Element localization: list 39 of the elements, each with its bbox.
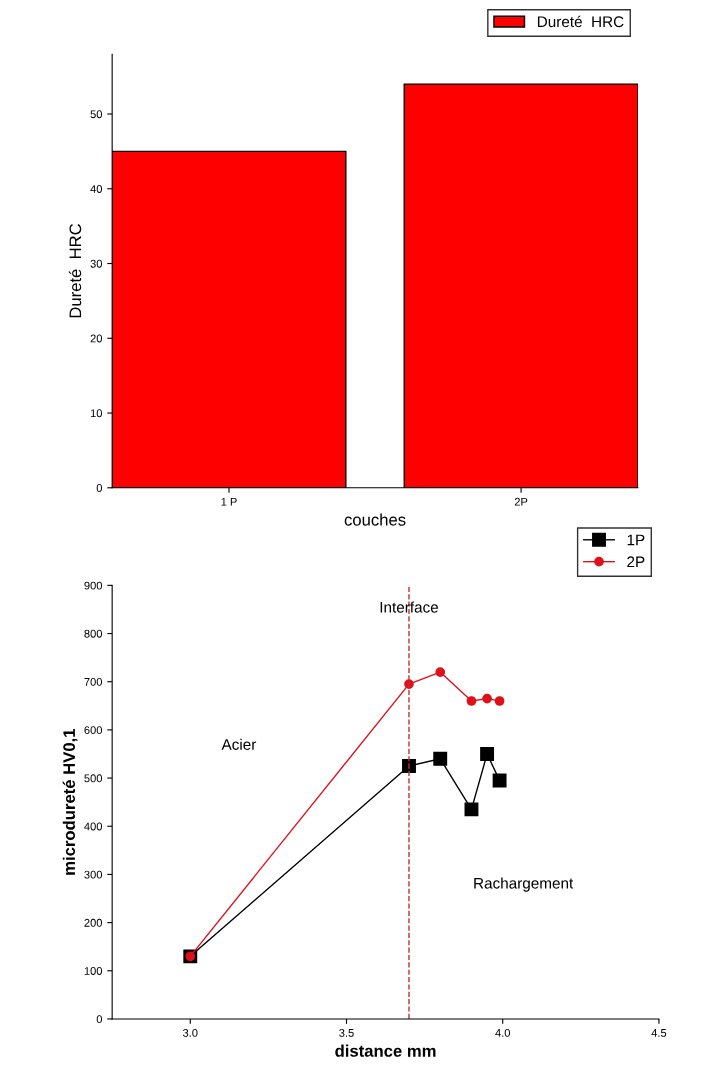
y-tick-label: 700 xyxy=(84,677,103,686)
point xyxy=(480,747,495,761)
y-tick-label: 500 xyxy=(84,774,103,783)
x-axis-title: distance mm xyxy=(335,1044,436,1057)
x-tick-label: 1 P xyxy=(221,497,237,506)
point xyxy=(464,802,479,817)
y-tick-label: 400 xyxy=(84,822,103,831)
y-tick-label: 100 xyxy=(84,967,103,975)
y-tick-label: 10 xyxy=(90,409,102,418)
y-tick-label: 50 xyxy=(90,110,102,119)
y-tick-label: 40 xyxy=(90,185,102,193)
ref-line-label: Interface xyxy=(380,601,439,613)
y-tick-label: 800 xyxy=(84,629,103,638)
y-tick-label: 30 xyxy=(90,259,102,268)
point xyxy=(433,751,448,766)
x-tick-label: 3.5 xyxy=(339,1028,354,1037)
y-tick-label: 20 xyxy=(90,334,102,343)
y-axis-title: microdureté HV0,1 xyxy=(62,728,78,875)
y-tick-label: 600 xyxy=(84,726,103,735)
annotation: Acier xyxy=(221,738,257,750)
y-tick-label: 900 xyxy=(84,581,103,590)
x-axis-title: couches xyxy=(344,513,406,526)
x-tick-label: 4.0 xyxy=(495,1028,511,1037)
point xyxy=(435,667,446,677)
legend-label: Dureté HRC xyxy=(537,15,624,28)
y-tick-label: 0 xyxy=(96,1015,102,1024)
point xyxy=(494,696,505,706)
x-tick-label: 4.5 xyxy=(651,1029,667,1037)
point xyxy=(466,696,477,706)
y-tick-label: 0 xyxy=(96,484,102,492)
legend-label: 1P xyxy=(627,534,645,546)
y-axis-title: Dureté HRC xyxy=(68,223,82,318)
legend-label: 2P xyxy=(627,556,645,568)
x-tick-label: 3.0 xyxy=(182,1028,198,1037)
point xyxy=(482,693,492,704)
y-tick-label: 200 xyxy=(84,918,103,927)
point xyxy=(492,773,507,788)
y-tick-label: 300 xyxy=(84,870,103,879)
annotation: Rachargement xyxy=(474,877,574,892)
